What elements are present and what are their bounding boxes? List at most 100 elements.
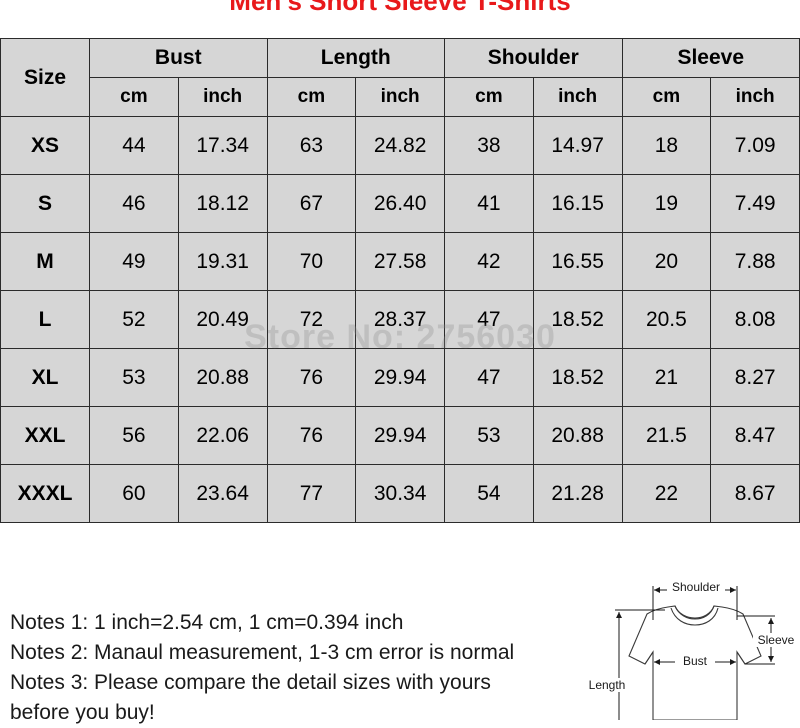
note-line-4: before you buy! [10, 701, 155, 724]
cell-length-inch: 24.82 [355, 116, 445, 175]
title-bar: Men's Short Sleeve T-Shirts [0, 0, 800, 22]
cell-length-cm: 76 [266, 348, 357, 407]
cell-sleeve-cm: 20.5 [621, 290, 712, 349]
cell-shoulder-inch: 18.52 [532, 290, 623, 349]
cell-shoulder-cm: 53 [444, 406, 534, 465]
unit-header-sleeve-cm: cm [621, 77, 712, 117]
diagram-label-sleeve: Sleeve [758, 633, 795, 647]
cell-bust-inch: 22.06 [177, 406, 268, 465]
table-header-row-units: cm inch cm inch cm inch cm inch [1, 77, 800, 117]
cell-length-inch: 26.40 [355, 174, 445, 233]
column-header-length: Length [266, 38, 445, 78]
cell-length-cm: 77 [266, 464, 357, 523]
shoulder-label-bg [667, 580, 725, 594]
cell-shoulder-cm: 42 [444, 232, 534, 291]
table-row: XL 53 20.88 76 29.94 47 18.52 21 8.27 [0, 348, 800, 407]
cell-shoulder-inch: 18.52 [532, 348, 623, 407]
unit-header-bust-cm: cm [89, 77, 179, 117]
cell-size: L [0, 290, 90, 349]
cell-sleeve-cm: 20 [621, 232, 712, 291]
note-line-1: Notes 1: 1 inch=2.54 cm, 1 cm=0.394 inch [10, 611, 404, 634]
table-row: S 46 18.12 67 26.40 41 16.15 19 7.49 [0, 174, 800, 233]
unit-header-shoulder-cm: cm [444, 77, 534, 117]
cell-bust-cm: 49 [89, 232, 179, 291]
tshirt-outline [628, 605, 762, 720]
table-row: M 49 19.31 70 27.58 42 16.55 20 7.88 [0, 232, 800, 291]
unit-header-shoulder-inch: inch [532, 77, 623, 117]
table-row: L 52 20.49 72 28.37 47 18.52 20.5 8.08 [0, 290, 800, 349]
cell-bust-cm: 60 [89, 464, 179, 523]
cell-bust-inch: 17.34 [177, 116, 268, 175]
unit-header-length-cm: cm [266, 77, 357, 117]
cell-length-cm: 76 [266, 406, 357, 465]
page-title: Men's Short Sleeve T-Shirts [229, 0, 571, 16]
cell-shoulder-cm: 47 [444, 348, 534, 407]
cell-sleeve-inch: 8.08 [710, 290, 800, 349]
table-body: XS 44 17.34 63 24.82 38 14.97 18 7.09 S 46 18.12 67 2… [0, 116, 800, 523]
cell-bust-inch: 20.49 [177, 290, 268, 349]
cell-sleeve-cm: 22 [621, 464, 712, 523]
cell-shoulder-inch: 21.28 [532, 464, 623, 523]
cell-sleeve-cm: 21 [621, 348, 712, 407]
table-row: XXXL 60 23.64 77 30.34 54 21.28 22 8.67 [0, 464, 800, 523]
table-header-row-groups: Size Bust Length Shoulder Sleeve [0, 38, 800, 117]
cell-shoulder-cm: 38 [444, 116, 534, 175]
note-line-3: Notes 3: Please compare the detail sizes… [10, 671, 491, 694]
length-label-bg [581, 678, 635, 692]
cell-sleeve-inch: 8.67 [710, 464, 800, 523]
cell-sleeve-cm: 21.5 [621, 406, 712, 465]
cell-sleeve-inch: 7.09 [710, 116, 800, 175]
notes-block: Notes 1: 1 inch=2.54 cm, 1 cm=0.394 inch… [10, 608, 585, 728]
column-header-size: Size [0, 38, 90, 117]
cell-bust-inch: 19.31 [177, 232, 268, 291]
cell-sleeve-cm: 18 [621, 116, 712, 175]
cell-sleeve-inch: 7.88 [710, 232, 800, 291]
table-row: XXL 56 22.06 76 29.94 53 20.88 21.5 8.47 [0, 406, 800, 465]
cell-length-inch: 29.94 [355, 406, 445, 465]
cell-shoulder-cm: 47 [444, 290, 534, 349]
cell-bust-inch: 20.88 [177, 348, 268, 407]
cell-shoulder-inch: 20.88 [532, 406, 623, 465]
cell-length-cm: 67 [266, 174, 357, 233]
cell-sleeve-inch: 8.27 [710, 348, 800, 407]
cell-shoulder-inch: 16.55 [532, 232, 623, 291]
tshirt-measurement-diagram: Shoulder Sleeve Bust Length [575, 570, 800, 720]
tshirt-diagram-svg: Shoulder Sleeve Bust Length [581, 580, 799, 720]
cell-size: XS [0, 116, 90, 175]
cell-shoulder-inch: 14.97 [532, 116, 623, 175]
cell-bust-cm: 56 [89, 406, 179, 465]
cell-size: XXXL [0, 464, 90, 523]
cell-size: M [0, 232, 90, 291]
cell-sleeve-cm: 19 [621, 174, 712, 233]
cell-bust-cm: 53 [89, 348, 179, 407]
cell-bust-cm: 44 [89, 116, 179, 175]
unit-header-sleeve-inch: inch [710, 77, 800, 117]
column-header-bust: Bust [89, 38, 268, 78]
cell-bust-cm: 52 [89, 290, 179, 349]
cell-shoulder-cm: 54 [444, 464, 534, 523]
table-row: XS 44 17.34 63 24.82 38 14.97 18 7.09 [0, 116, 800, 175]
cell-length-cm: 63 [266, 116, 357, 175]
cell-length-inch: 29.94 [355, 348, 445, 407]
cell-sleeve-inch: 7.49 [710, 174, 800, 233]
table-header: Size Bust Length Shoulder Sleeve cm inch… [0, 38, 800, 117]
unit-header-bust-inch: inch [177, 77, 268, 117]
length-measure-line [615, 609, 665, 720]
cell-size: S [0, 174, 90, 233]
cell-bust-cm: 46 [89, 174, 179, 233]
cell-bust-inch: 18.12 [177, 174, 268, 233]
cell-length-inch: 27.58 [355, 232, 445, 291]
cell-length-inch: 28.37 [355, 290, 445, 349]
cell-length-inch: 30.34 [355, 464, 445, 523]
cell-length-cm: 70 [266, 232, 357, 291]
diagram-label-shoulder: Shoulder [672, 580, 720, 594]
bust-label-bg [675, 654, 715, 668]
cell-shoulder-cm: 41 [444, 174, 534, 233]
cell-shoulder-inch: 16.15 [532, 174, 623, 233]
note-line-2: Notes 2: Manaul measurement, 1-3 cm erro… [10, 641, 515, 664]
cell-size: XXL [0, 406, 90, 465]
unit-header-length-inch: inch [355, 77, 445, 117]
size-chart-table: Size Bust Length Shoulder Sleeve cm inch… [0, 38, 800, 523]
diagram-label-length: Length [589, 678, 626, 692]
cell-sleeve-inch: 8.47 [710, 406, 800, 465]
